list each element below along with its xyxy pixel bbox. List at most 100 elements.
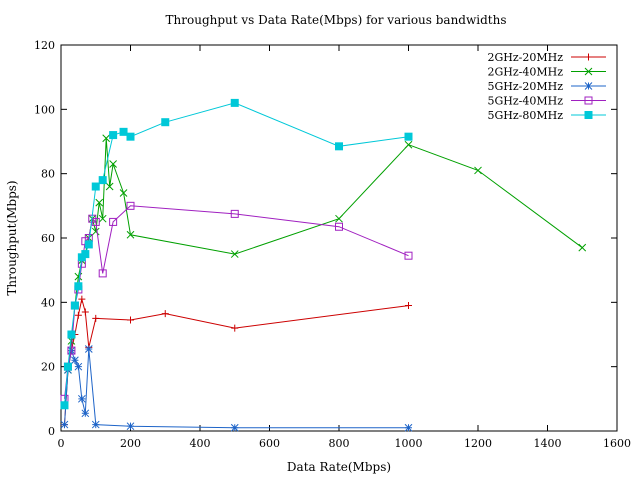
series-line: [64, 102, 409, 406]
data-point: [161, 118, 170, 127]
data-point: [84, 240, 93, 249]
data-point: [102, 134, 111, 143]
data-point: [98, 214, 107, 223]
x-tick-label: 0: [58, 437, 65, 450]
data-point: [119, 127, 128, 136]
x-tick-label: 1600: [603, 437, 631, 450]
data-point: [91, 182, 100, 191]
series-3: [60, 345, 413, 432]
data-point: [63, 362, 72, 371]
x-tick-label: 800: [329, 437, 350, 450]
legend-marker: [585, 53, 592, 61]
y-axis-label: Throughput(Mbps): [5, 180, 19, 295]
series-line: [64, 205, 409, 399]
series-layer: [60, 98, 587, 432]
data-point: [95, 198, 104, 207]
data-point: [81, 308, 89, 316]
data-point: [98, 176, 107, 185]
data-point: [67, 330, 76, 339]
y-tick-label: 40: [41, 296, 55, 309]
data-point: [126, 201, 135, 210]
data-point: [474, 166, 482, 175]
data-point: [127, 316, 134, 324]
data-point: [60, 420, 69, 429]
data-point: [74, 282, 83, 291]
data-point: [161, 310, 169, 318]
series-line: [64, 348, 409, 429]
legend-marker: [584, 82, 593, 90]
data-point: [70, 301, 79, 310]
data-point: [77, 394, 86, 403]
legend-label: 5GHz-20MHz: [487, 80, 563, 93]
data-point: [109, 217, 118, 226]
data-point: [578, 243, 587, 252]
data-point: [109, 131, 118, 140]
y-tick-label: 120: [34, 39, 55, 52]
data-point: [67, 337, 76, 345]
y-tick-label: 0: [48, 425, 55, 438]
x-tick-label: 1200: [464, 437, 492, 450]
data-point: [231, 324, 239, 332]
axis-ticks: 0 200 400 600 800 1000 1200 1400 1600 0 20 40 60 80 10…: [34, 39, 631, 450]
series-line: [64, 138, 583, 406]
data-point: [98, 269, 107, 278]
data-point: [404, 132, 413, 141]
data-point: [81, 409, 90, 418]
legend-marker: [584, 96, 593, 105]
data-point: [67, 346, 76, 355]
series-line: [64, 298, 409, 425]
chart-title: Throughput vs Data Rate(Mbps) for variou…: [166, 13, 507, 27]
data-point: [126, 132, 135, 141]
data-point: [335, 142, 343, 151]
x-tick-label: 1400: [534, 437, 562, 450]
data-point: [119, 189, 128, 197]
data-point: [74, 362, 83, 371]
data-point: [84, 345, 93, 353]
data-point: [230, 423, 239, 432]
data-point: [230, 250, 239, 258]
y-tick-label: 80: [41, 168, 55, 181]
legend-label: 5GHz-40MHz: [487, 95, 563, 108]
data-point: [78, 295, 86, 303]
data-point: [91, 420, 100, 429]
y-tick-label: 20: [41, 361, 55, 374]
x-axis-label: Data Rate(Mbps): [287, 460, 391, 474]
y-tick-label: 100: [34, 103, 55, 116]
data-point: [404, 251, 413, 260]
data-point: [105, 182, 114, 191]
data-point: [335, 222, 343, 231]
series-4: [60, 201, 413, 403]
x-tick-label: 1000: [395, 437, 423, 450]
x-tick-label: 400: [190, 437, 211, 450]
data-point: [335, 214, 343, 223]
data-point: [91, 227, 100, 236]
series-1: [60, 295, 412, 429]
x-tick-label: 600: [259, 437, 280, 450]
legend-label: 2GHz-20MHz: [487, 51, 563, 64]
data-point: [74, 311, 82, 319]
legend-marker: [584, 67, 593, 76]
data-point: [230, 98, 239, 107]
legend-marker: [584, 111, 593, 119]
y-tick-label: 60: [41, 232, 55, 245]
data-point: [230, 209, 239, 218]
series-5: [60, 98, 413, 410]
data-point: [126, 230, 135, 239]
data-point: [81, 250, 90, 259]
data-point: [109, 160, 117, 168]
data-point: [126, 422, 135, 431]
data-point: [404, 423, 413, 432]
data-point: [92, 314, 100, 322]
data-point: [71, 356, 79, 365]
data-point: [404, 140, 413, 149]
legend-label: 5GHz-80MHz: [487, 109, 563, 122]
data-point: [405, 302, 412, 310]
x-tick-label: 200: [120, 437, 141, 450]
legend-label: 2GHz-40MHz: [487, 66, 563, 79]
series-2: [60, 134, 587, 410]
data-point: [91, 217, 100, 226]
data-point: [60, 401, 69, 410]
